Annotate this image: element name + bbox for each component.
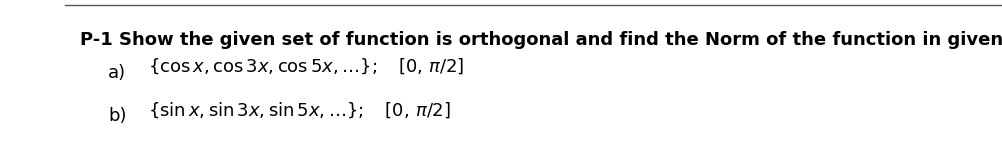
Text: $\{\cos x, \cos 3x, \cos 5x, \ldots\};\quad [0,\, \pi/2]$: $\{\cos x, \cos 3x, \cos 5x, \ldots\};\q… (148, 56, 464, 76)
Text: P-1 Show the given set of function is orthogonal and find the Norm of the functi: P-1 Show the given set of function is or… (80, 31, 1002, 49)
Text: b): b) (108, 107, 126, 125)
Text: a): a) (108, 64, 126, 82)
Text: $\{\sin x, \sin 3x, \sin 5x, \ldots\};\quad [0,\, \pi/2]$: $\{\sin x, \sin 3x, \sin 5x, \ldots\};\q… (148, 100, 450, 120)
